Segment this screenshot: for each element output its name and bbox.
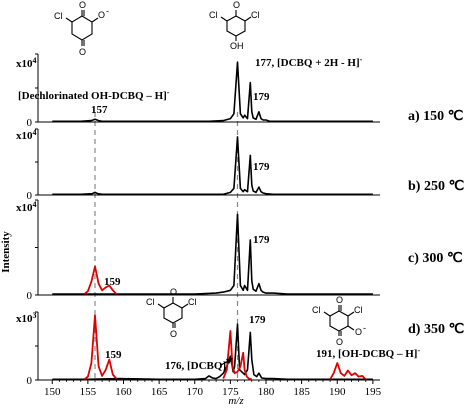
structure-o-bottom: O: [79, 47, 86, 57]
x-tick-label-155: 155: [80, 386, 97, 398]
structure-o-minus: O: [98, 10, 105, 20]
panel-c-series-0: [52, 213, 373, 295]
panel-d-series-1: [83, 314, 118, 381]
annotation-191-label: 191, [OH-DCBQ – H]-: [316, 346, 420, 361]
svg-text:O: O: [233, 0, 240, 10]
panel-label-a: a) 150 ℃: [408, 109, 464, 124]
panel-d-series-0: [52, 323, 373, 381]
structure-dcbq: O Cl Cl O: [146, 287, 197, 339]
structure-dechlorinated-oh-dcbq: O O Cl O -: [54, 0, 109, 57]
panel-a-zero-label: 0: [27, 117, 33, 129]
panel-b-series-0: [52, 136, 373, 196]
x-tick-label-185: 185: [293, 386, 310, 398]
annotation-179-c: 179: [253, 234, 270, 246]
panel-d-zero-label: 0: [27, 375, 33, 387]
x-tick-label-195: 195: [365, 386, 382, 398]
annotation-dechlorinated-label: [Dechlorinated OH-DCBQ – H]-: [18, 88, 170, 103]
svg-text:Cl: Cl: [354, 305, 363, 315]
scale-label-a: x104: [16, 56, 37, 71]
x-tick-label-150: 150: [44, 386, 61, 398]
svg-text:x103: x103: [16, 311, 37, 326]
x-tick-label-175: 175: [222, 386, 239, 398]
scale-label-d: x103: [16, 311, 37, 326]
svg-text:O: O: [355, 327, 362, 337]
x-tick-label-190: 190: [329, 386, 346, 398]
panel-c-series-1: [83, 265, 118, 295]
svg-text:Cl: Cl: [188, 297, 197, 307]
svg-text:-: -: [106, 6, 109, 16]
svg-text:O: O: [336, 337, 343, 347]
structure-cl: Cl: [54, 11, 63, 21]
panel-label-b: b) 250 ℃: [408, 179, 464, 194]
svg-text:Cl: Cl: [312, 305, 321, 315]
panel-label-c: c) 300 ℃: [408, 251, 463, 266]
x-axis-title: m/z: [228, 395, 244, 407]
x-tick-label-180: 180: [258, 386, 275, 398]
annotation-179-d: 179: [249, 314, 266, 326]
svg-text:x104: x104: [16, 56, 37, 71]
svg-text:O: O: [336, 295, 343, 305]
annotation-159-d: 159: [105, 349, 122, 361]
scale-label-b: x104: [16, 128, 37, 143]
svg-text:Cl: Cl: [209, 10, 218, 20]
dashed-markers: [94, 112, 239, 380]
scale-label-c: x104: [16, 200, 37, 215]
x-tick-label-160: 160: [115, 386, 132, 398]
panel-a: 0: [27, 53, 380, 129]
annotation-159-c: 159: [104, 276, 121, 288]
y-axis-title: Intensity: [0, 231, 12, 273]
panel-a-series-0: [52, 61, 373, 123]
x-tick-label-165: 165: [151, 386, 168, 398]
svg-text:O: O: [170, 329, 177, 339]
annotation-179-a: 179: [253, 91, 270, 103]
annotation-157: 157: [91, 104, 108, 116]
panel-b-zero-label: 0: [27, 190, 33, 202]
svg-text:O: O: [170, 287, 177, 297]
svg-text:-: -: [363, 323, 366, 333]
svg-text:Cl: Cl: [146, 297, 155, 307]
panel-b: 0: [27, 128, 380, 202]
panel-c-zero-label: 0: [27, 290, 33, 302]
svg-text:Cl: Cl: [251, 10, 260, 20]
panel-d-series-3: [329, 362, 367, 380]
svg-text:OH: OH: [230, 41, 244, 51]
panel-d-series-2: [222, 330, 253, 381]
arrow-176: [220, 358, 233, 366]
x-tick-label-170: 170: [187, 386, 204, 398]
structure-o-top: O: [79, 0, 86, 10]
annotation-177-label: 177, [DCBQ + 2H - H]-: [255, 55, 363, 70]
svg-text:x104: x104: [16, 128, 37, 143]
x-axis: 150 155 160 165 170 175 180 185 190 195: [44, 380, 382, 398]
panel-label-d: d) 350 ℃: [408, 322, 464, 337]
annotation-176-label: 176, [DCBQ]-: [165, 358, 229, 373]
panels: 0 0 0 0: [27, 53, 380, 387]
annotation-179-b: 179: [253, 161, 270, 173]
structure-oh-dcbq: O Cl Cl O O -: [312, 295, 366, 347]
svg-text:x104: x104: [16, 200, 37, 215]
panel-c: 0: [27, 199, 380, 302]
structure-dcbq-2h: O Cl Cl OH: [209, 0, 260, 51]
